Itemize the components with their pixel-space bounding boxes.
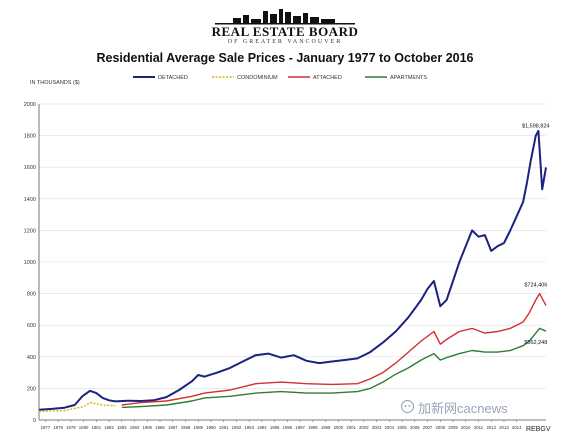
y-tick-label: 1400 <box>24 197 36 203</box>
x-tick-label: 2014 <box>512 425 522 430</box>
x-tick-label: 1993 <box>244 425 254 430</box>
x-tick-label: 1991 <box>219 425 229 430</box>
data-label: $562,248 <box>524 340 547 346</box>
y-tick-label: 1000 <box>24 260 36 266</box>
x-tick-label: 1979 <box>66 425 76 430</box>
data-label: $724,406 <box>524 282 547 288</box>
x-tick-label: 1983 <box>117 425 127 430</box>
x-tick-label: 1988 <box>181 425 191 430</box>
y-tick-label: 800 <box>27 292 36 298</box>
y-tick-label: 1800 <box>24 134 36 140</box>
watermark: 加新网cacnews <box>418 401 508 416</box>
series-line-condominium <box>38 401 116 412</box>
x-tick-label: 1998 <box>308 425 318 430</box>
x-tick-label: 1989 <box>193 425 203 430</box>
legend-label-apartments: APARTMENTS <box>390 75 427 81</box>
x-tick-label: 1977 <box>41 425 51 430</box>
y-tick-label: 1600 <box>24 165 36 171</box>
legend-label-attached: ATTACHED <box>313 75 342 81</box>
x-tick-label: 2002 <box>359 425 369 430</box>
x-tick-label: 2005 <box>397 425 407 430</box>
y-tick-label: 400 <box>27 355 36 361</box>
x-tick-label: 1990 <box>206 425 216 430</box>
x-tick-label: 2009 <box>448 425 458 430</box>
legend-label-detached: DETACHED <box>158 75 188 81</box>
x-tick-label: 1982 <box>104 425 114 430</box>
x-tick-label: 2008 <box>435 425 445 430</box>
x-tick-label: 1986 <box>155 425 165 430</box>
x-tick-label: 1992 <box>232 425 242 430</box>
rebgv-logo: REAL ESTATE BOARD OF GREATER VANCOUVER <box>0 8 570 45</box>
logo-name: REAL ESTATE BOARD <box>211 24 359 39</box>
x-tick-label: 1984 <box>130 425 140 430</box>
y-tick-label: 2000 <box>24 102 36 108</box>
x-tick-label: 1997 <box>295 425 305 430</box>
x-tick-label: 2000 <box>334 425 344 430</box>
x-tick-label: 2013 <box>499 425 509 430</box>
x-tick-label: 2006 <box>410 425 420 430</box>
series-line-apartments <box>121 327 547 409</box>
x-tick-label: 1978 <box>53 425 63 430</box>
x-tick-label: 1981 <box>92 425 102 430</box>
city-skyline-icon <box>215 9 355 25</box>
series-line-attached <box>121 292 547 406</box>
y-axis-label: IN THOUSANDS ($) <box>30 80 80 86</box>
logo-subtitle: OF GREATER VANCOUVER <box>227 39 343 45</box>
chart-title: Residential Average Sale Prices - Januar… <box>96 51 474 65</box>
x-tick-label: 1999 <box>321 425 331 430</box>
x-tick-label: 1995 <box>270 425 280 430</box>
x-tick-label: 1980 <box>79 425 89 430</box>
data-label: $1,598,824 <box>522 124 550 130</box>
x-tick-label: 1996 <box>283 425 293 430</box>
y-tick-label: 200 <box>27 386 36 392</box>
wechat-icon <box>401 400 414 413</box>
legend-label-condominium: CONDOMINIUM <box>237 75 278 81</box>
x-tick-label: 2001 <box>346 425 356 430</box>
x-tick-label: 1987 <box>168 425 178 430</box>
x-tick-label: 2003 <box>372 425 382 430</box>
y-tick-label: 0 <box>33 418 36 424</box>
x-tick-label: 1985 <box>142 425 152 430</box>
series-line-detached <box>38 129 547 411</box>
x-tick-label: 2007 <box>423 425 433 430</box>
y-tick-label: 600 <box>27 323 36 329</box>
x-tick-label: 2011 <box>474 425 484 430</box>
x-tick-label: 2004 <box>385 425 395 430</box>
y-tick-label: 1200 <box>24 228 36 234</box>
x-tick-label: 1994 <box>257 425 267 430</box>
source-credit: REBGV <box>526 426 551 433</box>
x-tick-label: 2012 <box>486 425 496 430</box>
x-tick-label: 2010 <box>461 425 471 430</box>
